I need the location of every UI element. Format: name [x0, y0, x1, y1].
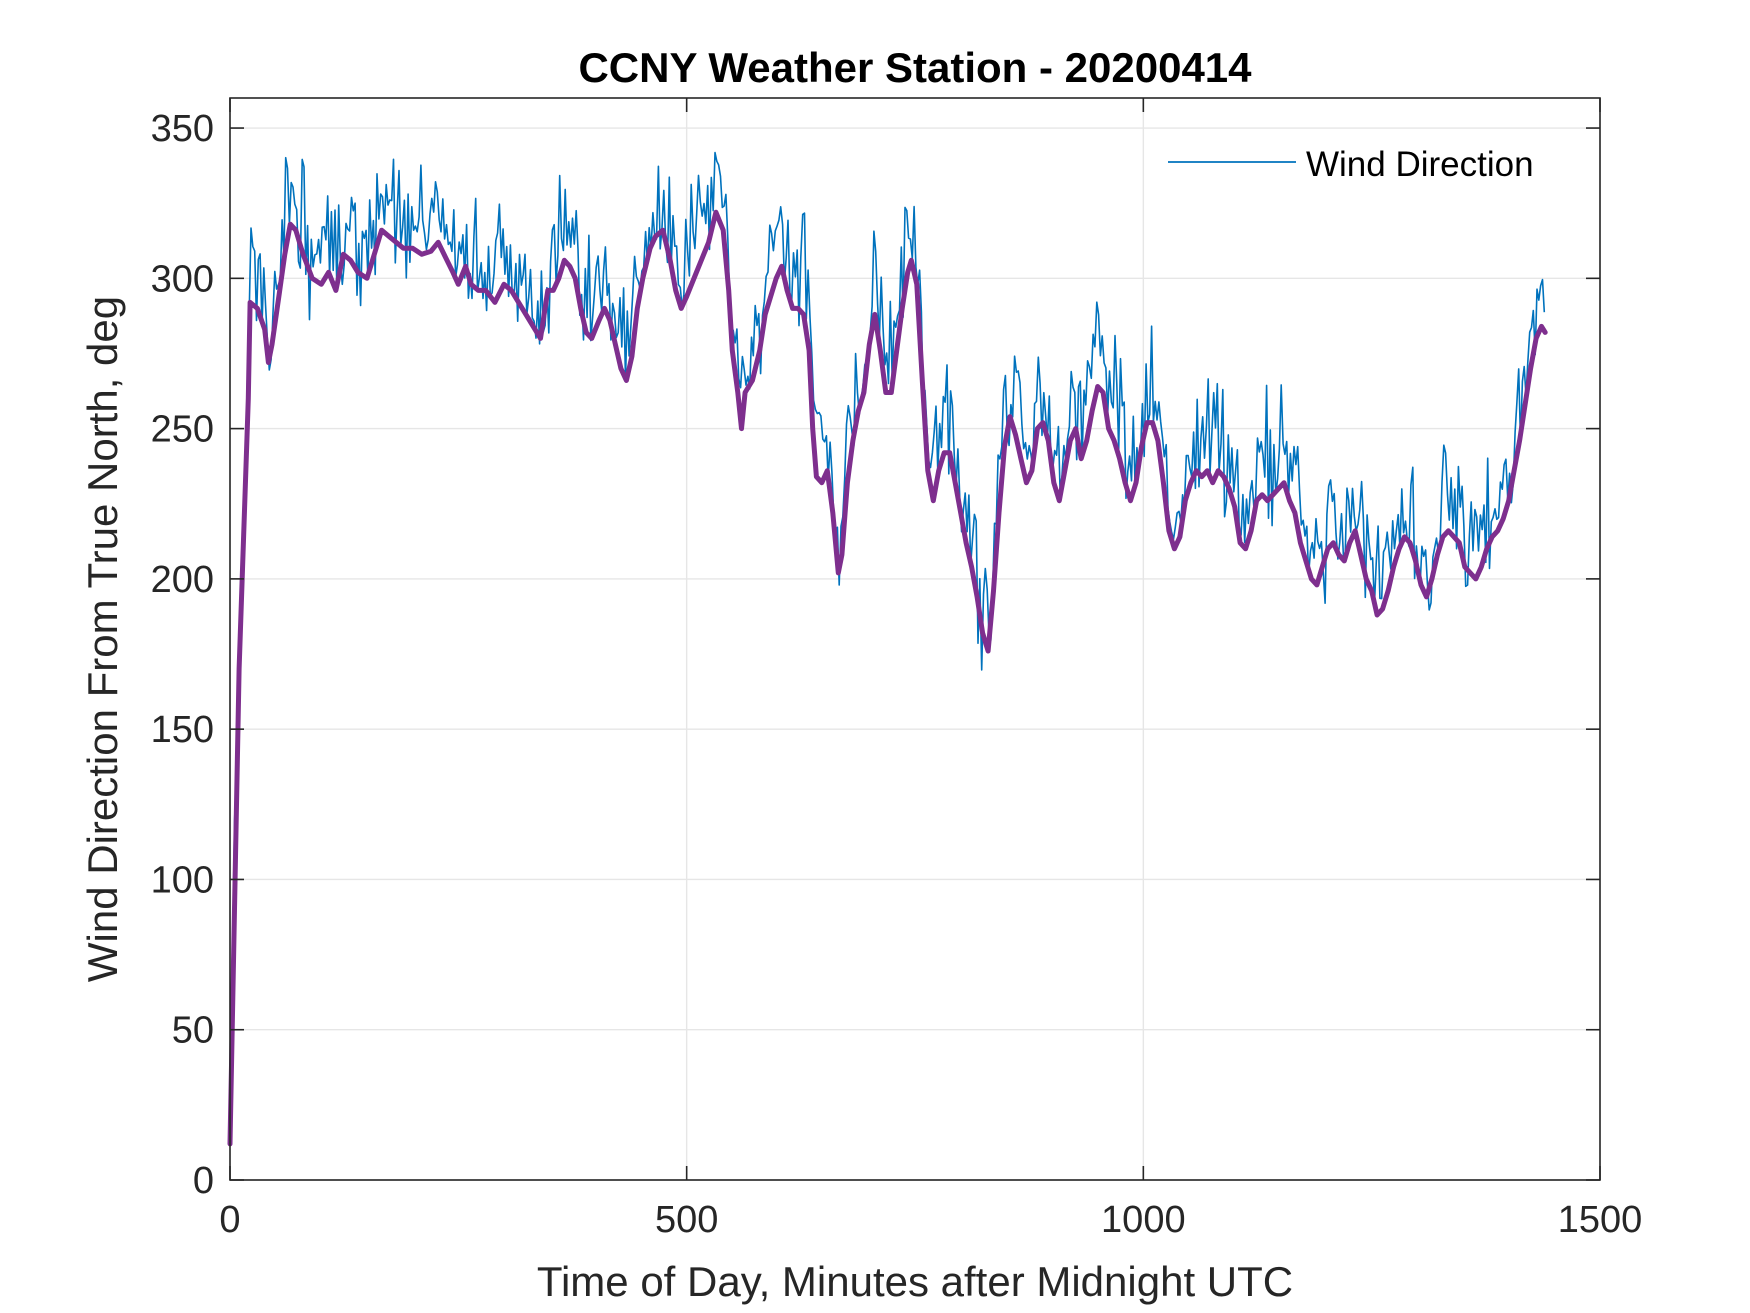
y-tick-label: 250 [151, 409, 214, 451]
y-tick-labels: 0 50 100 150 200 250 300 350 [151, 108, 214, 1202]
tick-marks [229, 98, 1601, 1181]
x-tick-labels: 0 500 1000 1500 [219, 1199, 1642, 1241]
x-tick-label: 1000 [1101, 1199, 1186, 1241]
x-axis-label: Time of Day, Minutes after Midnight UTC [537, 1258, 1293, 1305]
wind-direction-line [230, 151, 1546, 1022]
smoothed-line [227, 209, 1548, 1147]
y-tick-label: 200 [151, 559, 214, 601]
legend[interactable]: Wind Direction [1168, 145, 1534, 184]
y-tick-label: 150 [151, 709, 214, 751]
y-tick-label: 350 [151, 108, 214, 150]
y-tick-label: 100 [151, 859, 214, 901]
x-tick-label: 500 [655, 1199, 718, 1241]
chart-title: CCNY Weather Station - 20200414 [578, 44, 1252, 91]
axes-box [229, 97, 1601, 1181]
x-tick-label: 1500 [1558, 1199, 1643, 1241]
y-axis-label: Wind Direction From True North, deg [79, 296, 126, 982]
y-tick-label: 0 [193, 1160, 214, 1202]
y-tick-label: 300 [151, 258, 214, 300]
wind-direction-series [230, 151, 1546, 1022]
smoothed-series [227, 209, 1548, 1147]
legend-entry-wind-direction: Wind Direction [1306, 145, 1534, 184]
y-tick-label: 50 [172, 1010, 214, 1052]
x-tick-label: 0 [219, 1199, 240, 1241]
